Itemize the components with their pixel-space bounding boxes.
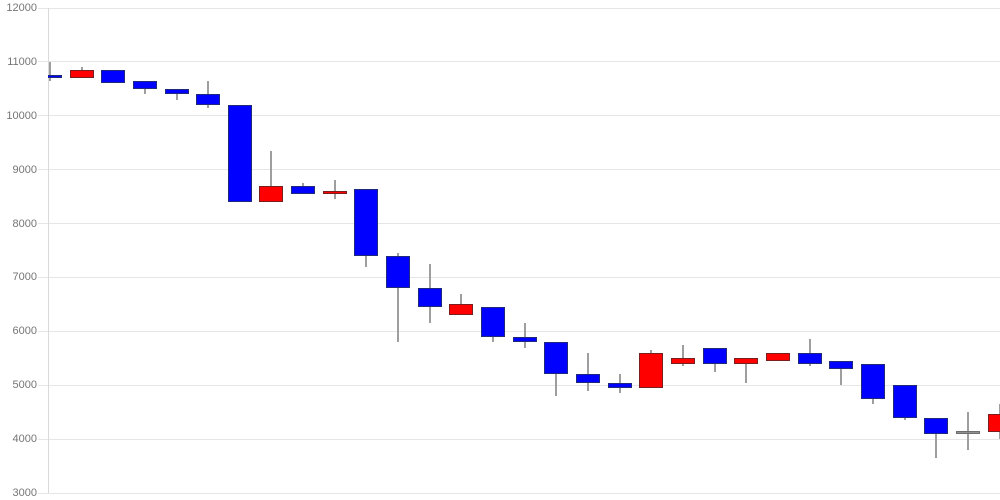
y-tick-label: 11000 <box>7 55 37 68</box>
y-tick-label: 3000 <box>12 487 37 499</box>
y-tick-label: 9000 <box>12 163 37 176</box>
plot-area <box>48 0 1000 500</box>
candle-18-down[interactable] <box>576 374 601 383</box>
candle-13-down[interactable] <box>417 288 442 308</box>
candle-wick <box>523 323 526 348</box>
candle-7-down[interactable] <box>227 105 252 202</box>
candle-26-down[interactable] <box>829 360 854 370</box>
y-tick-label: 5000 <box>12 379 37 392</box>
candle-17-down[interactable] <box>544 342 569 375</box>
candle-5-down[interactable] <box>164 88 189 95</box>
candle-28-down[interactable] <box>892 385 917 418</box>
candle-16-down[interactable] <box>512 336 537 343</box>
candle-wick <box>333 180 336 200</box>
candle-31-up[interactable] <box>987 414 1000 433</box>
candle-wick <box>682 344 684 367</box>
candle-24-up[interactable] <box>765 352 790 361</box>
candle-21-up[interactable] <box>671 358 695 364</box>
candle-12-down[interactable] <box>386 255 411 289</box>
candle-19-down[interactable] <box>607 382 632 388</box>
candle-wick <box>935 417 938 458</box>
candle-27-down[interactable] <box>860 363 885 399</box>
candle-wick <box>397 253 400 343</box>
y-tick-label: 4000 <box>12 433 37 446</box>
y-tick-label: 8000 <box>12 217 37 230</box>
y-tick-label: 6000 <box>12 325 37 338</box>
candle-15-down[interactable] <box>481 307 506 337</box>
y-tick-label: 7000 <box>12 271 37 284</box>
candle-wick <box>175 88 178 100</box>
candle-wick <box>587 352 590 391</box>
candle-wick <box>48 61 51 81</box>
candle-22-down[interactable] <box>702 347 727 364</box>
candle-3-down[interactable] <box>101 69 126 84</box>
candle-8-up[interactable] <box>259 185 284 202</box>
candle-4-down[interactable] <box>132 80 157 89</box>
candle-6-down[interactable] <box>196 94 221 105</box>
candle-2-up[interactable] <box>69 69 94 79</box>
candle-9-down[interactable] <box>291 185 316 194</box>
y-tick-label: 12000 <box>6 2 37 14</box>
candle-14-up[interactable] <box>449 304 474 316</box>
candle-1-down[interactable] <box>48 75 62 79</box>
candle-10-up[interactable] <box>322 191 347 195</box>
y-tick-label: 10000 <box>6 109 37 122</box>
candle-wick <box>840 360 843 386</box>
candle-11-down[interactable] <box>354 188 379 256</box>
candle-30-neutral[interactable] <box>955 431 980 435</box>
candle-23-up[interactable] <box>734 358 759 364</box>
candle-25-down[interactable] <box>797 352 822 364</box>
candle-20-up[interactable] <box>639 352 664 388</box>
candle-29-down[interactable] <box>924 417 949 434</box>
candle-wick <box>270 150 273 202</box>
candle-wick <box>745 358 748 383</box>
